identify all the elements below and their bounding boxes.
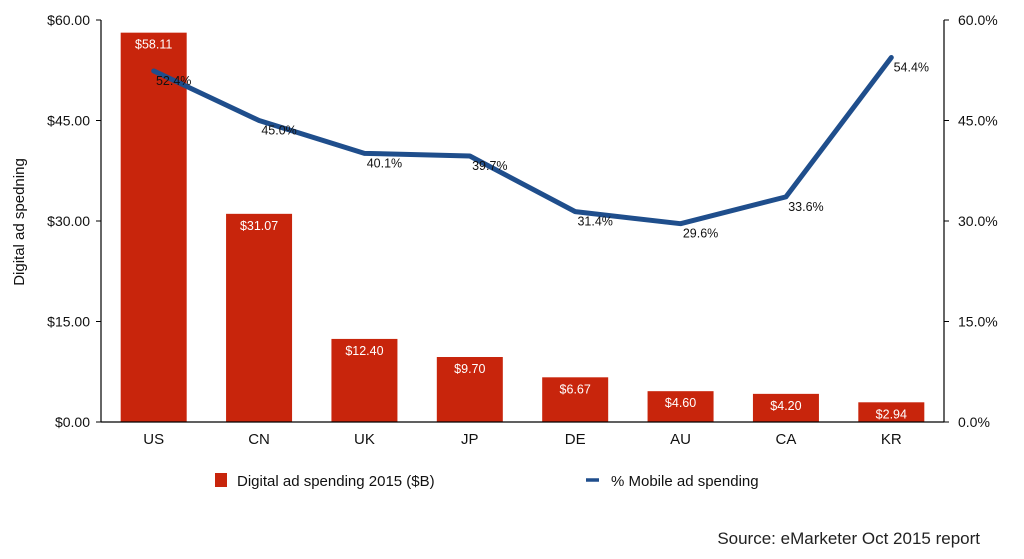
left-tick-label: $15.00 — [47, 314, 90, 330]
bar-label-CN: $31.07 — [240, 219, 278, 233]
category-label-DE: DE — [565, 431, 586, 448]
legend: Digital ad spending 2015 ($B) % Mobile a… — [215, 473, 759, 490]
line-label-CN: 45.0% — [261, 124, 296, 138]
line-label-AU: 29.6% — [683, 227, 718, 241]
source-note: Source: eMarketer Oct 2015 report — [717, 529, 980, 548]
bar-label-KR: $2.94 — [876, 407, 907, 421]
left-y-axis: $0.00 $15.00 $30.00 $45.00 $60.00 — [47, 12, 102, 430]
bar-AU — [647, 391, 714, 422]
legend-line-label: % Mobile ad spending — [611, 473, 759, 490]
bar-KR — [858, 402, 925, 422]
line-label-DE: 31.4% — [577, 215, 612, 229]
right-tick-label: 30.0% — [958, 213, 998, 229]
bar-CA — [752, 393, 819, 422]
bar-CN — [226, 213, 293, 422]
left-tick-label: $30.00 — [47, 213, 90, 229]
bar-US — [120, 32, 187, 423]
bar-label-CA: $4.20 — [770, 399, 801, 413]
left-tick-label: $45.00 — [47, 113, 90, 129]
left-tick-label: $60.00 — [47, 12, 90, 28]
line-label-JP: 39.7% — [472, 159, 507, 173]
y-axis-title: Digital ad spedning — [11, 158, 28, 286]
legend-bar-swatch — [215, 473, 227, 487]
category-label-KR: KR — [881, 431, 902, 448]
line-label-CA: 33.6% — [788, 200, 823, 214]
category-label-AU: AU — [670, 431, 691, 448]
category-label-CA: CA — [776, 431, 797, 448]
right-tick-label: 60.0% — [958, 12, 998, 28]
line-label-US: 52.4% — [156, 74, 191, 88]
right-tick-label: 15.0% — [958, 314, 998, 330]
category-label-US: US — [143, 431, 164, 448]
line-label-UK: 40.1% — [367, 156, 402, 170]
bar-label-UK: $12.40 — [345, 344, 383, 358]
category-label-CN: CN — [248, 431, 270, 448]
category-label-JP: JP — [461, 431, 479, 448]
bar-label-AU: $4.60 — [665, 396, 696, 410]
bar-label-DE: $6.67 — [560, 382, 591, 396]
line-label-KR: 54.4% — [894, 61, 929, 75]
category-label-UK: UK — [354, 431, 375, 448]
mobile-share-line — [151, 55, 894, 227]
right-y-axis: 0.0% 15.0% 30.0% 45.0% 60.0% — [943, 12, 998, 430]
bar-series: $58.11 $31.07 $12.40 $9.70 $6.67 $4.60 $4.20 $2… — [120, 32, 925, 423]
bar-DE — [542, 377, 609, 422]
line-series: 52.4% 45.0% 40.1% 39.7% 31.4% 29.6% 33.6% 54.4% — [151, 55, 929, 241]
bar-UK — [331, 338, 398, 422]
left-tick-label: $0.00 — [55, 414, 90, 430]
bar-JP — [436, 357, 503, 422]
right-tick-label: 0.0% — [958, 414, 990, 430]
right-tick-label: 45.0% — [958, 113, 998, 129]
legend-bar-label: Digital ad spending 2015 ($B) — [237, 473, 435, 490]
bar-label-JP: $9.70 — [454, 362, 485, 376]
bar-label-US: $58.11 — [135, 38, 172, 52]
x-axis: US CN UK JP DE AU CA KR — [101, 421, 944, 448]
